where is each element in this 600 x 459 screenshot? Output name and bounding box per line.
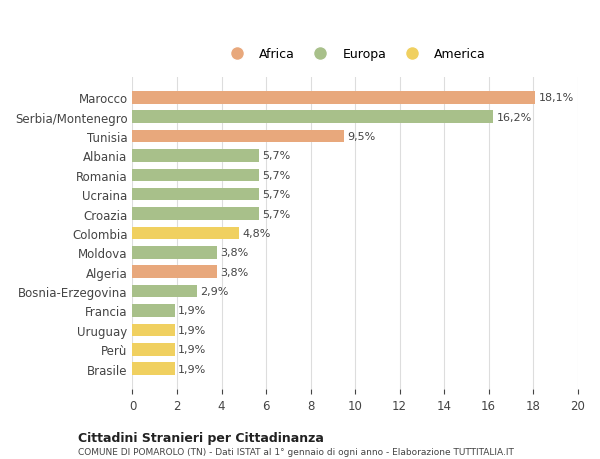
Bar (133, 92, 535, 104)
Text: 5,7%: 5,7% (263, 151, 291, 161)
Bar (133, 363, 175, 375)
Text: 18,1%: 18,1% (539, 93, 574, 103)
Bar (133, 150, 259, 162)
Text: 5,7%: 5,7% (263, 190, 291, 200)
Bar (133, 246, 217, 259)
Text: Cittadini Stranieri per Cittadinanza: Cittadini Stranieri per Cittadinanza (78, 431, 324, 444)
Bar (133, 304, 175, 317)
Text: 1,9%: 1,9% (178, 344, 206, 354)
Bar (133, 130, 344, 143)
Text: 3,8%: 3,8% (220, 267, 248, 277)
Text: 9,5%: 9,5% (347, 132, 376, 142)
Bar (133, 189, 259, 201)
Text: 5,7%: 5,7% (263, 170, 291, 180)
Text: 1,9%: 1,9% (178, 306, 206, 316)
Bar (133, 266, 217, 279)
Text: 3,8%: 3,8% (220, 248, 248, 258)
Legend: Africa, Europa, America: Africa, Europa, America (219, 43, 491, 66)
Bar (133, 324, 175, 336)
Bar (133, 208, 259, 220)
Bar (133, 111, 493, 123)
Text: 2,9%: 2,9% (200, 286, 229, 297)
Text: 5,7%: 5,7% (263, 209, 291, 219)
Text: COMUNE DI POMAROLO (TN) - Dati ISTAT al 1° gennaio di ogni anno - Elaborazione T: COMUNE DI POMAROLO (TN) - Dati ISTAT al … (78, 448, 514, 456)
Bar (133, 169, 259, 182)
Text: 16,2%: 16,2% (496, 112, 532, 123)
Bar (133, 343, 175, 356)
Text: 4,8%: 4,8% (242, 229, 271, 238)
Bar (133, 227, 239, 240)
Text: 1,9%: 1,9% (178, 364, 206, 374)
Text: 1,9%: 1,9% (178, 325, 206, 335)
Bar (133, 285, 197, 298)
